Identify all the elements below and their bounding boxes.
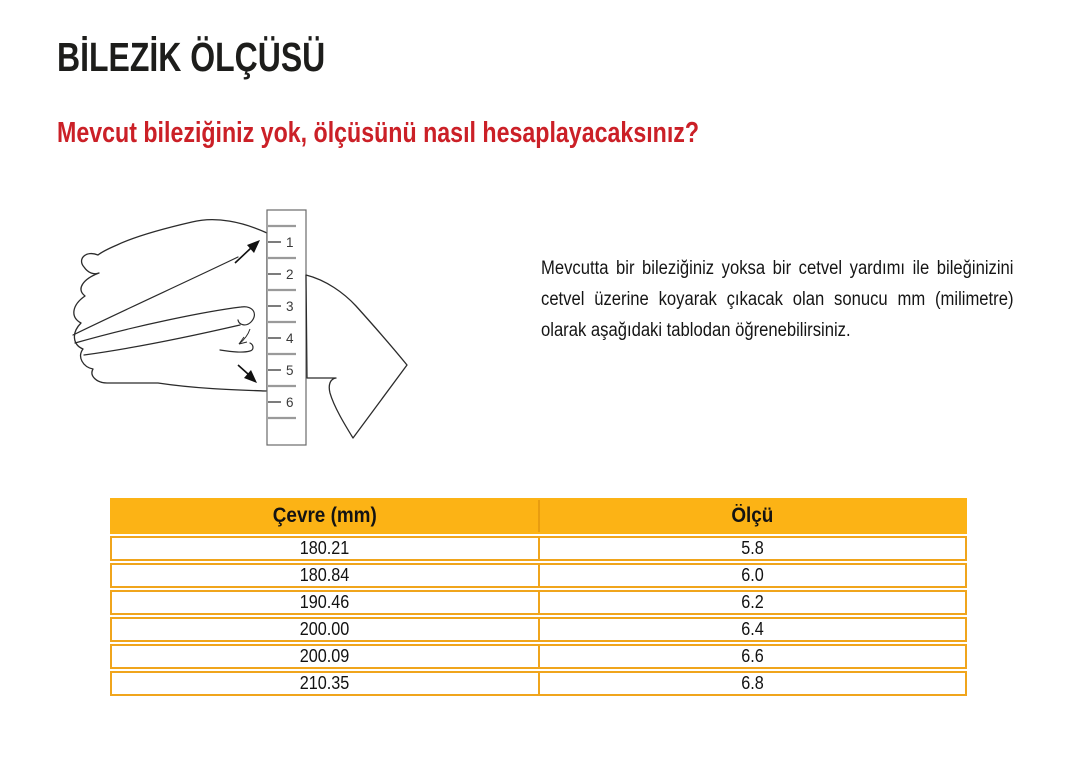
table-row: 180.21 5.8 <box>110 536 967 561</box>
cevre-value: 200.09 <box>299 646 350 666</box>
ruler-tick-label: 3 <box>286 299 294 314</box>
table-row: 180.84 6.0 <box>110 563 967 588</box>
ruler-minor-ticks <box>268 224 296 420</box>
cevre-value: 210.35 <box>299 673 350 693</box>
cevre-value: 190.46 <box>299 592 350 612</box>
ruler-tick-label: 2 <box>286 267 294 282</box>
olcu-value: 6.6 <box>740 646 764 666</box>
ruler-tick-label: 5 <box>286 363 294 378</box>
ruler-major-ticks <box>268 241 281 403</box>
olcu-value: 6.8 <box>740 673 764 693</box>
table-cell-cevre: 180.21 <box>112 538 538 559</box>
olcu-value: 6.4 <box>740 619 764 639</box>
question-heading: Mevcut bileziğiniz yok, ölçüsünü nasıl h… <box>57 117 700 149</box>
cevre-value: 180.21 <box>299 538 350 558</box>
table-cell-cevre: 190.46 <box>112 592 538 613</box>
table-header-cevre: Çevre (mm) <box>112 500 538 532</box>
table-row: 190.46 6.2 <box>110 590 967 615</box>
cevre-value: 200.00 <box>299 619 350 639</box>
ruler-tick-labels: 1 2 3 4 5 6 <box>286 235 294 410</box>
ruler-tick-label: 1 <box>286 235 294 250</box>
table-cell-olcu: 5.8 <box>537 538 966 559</box>
arrow-down-icon <box>237 364 257 383</box>
pointer-line-icon <box>238 328 251 345</box>
table-row: 210.35 6.8 <box>110 671 967 696</box>
table-cell-olcu: 6.4 <box>537 619 966 640</box>
table-header-cevre-label: Çevre (mm) <box>272 504 377 527</box>
olcu-value: 5.8 <box>740 538 764 558</box>
cevre-value: 180.84 <box>299 565 350 585</box>
table-cell-olcu: 6.6 <box>537 646 966 667</box>
table-cell-cevre: 180.84 <box>112 565 538 586</box>
hand-outline <box>73 219 268 392</box>
arrow-up-icon <box>234 240 260 264</box>
ruler-tick-label: 6 <box>286 395 294 410</box>
table-cell-olcu: 6.2 <box>537 592 966 613</box>
table-row: 200.09 6.6 <box>110 644 967 669</box>
table-header-olcu-label: Ölçü <box>731 504 774 527</box>
olcu-value: 6.2 <box>740 592 764 612</box>
page-title: BİLEZİK ÖLÇÜSÜ <box>57 34 326 80</box>
table-row: 200.00 6.4 <box>110 617 967 642</box>
table-cell-cevre: 200.09 <box>112 646 538 667</box>
olcu-value: 6.0 <box>740 565 764 585</box>
table-header-olcu: Ölçü <box>537 500 966 532</box>
wrist-shape <box>305 274 408 439</box>
table-cell-olcu: 6.0 <box>537 565 966 586</box>
table-cell-cevre: 200.00 <box>112 619 538 640</box>
ruler-tick-label: 4 <box>286 331 294 346</box>
hand-finger-lines <box>72 256 255 356</box>
table-header-row: Çevre (mm) Ölçü <box>110 498 967 534</box>
instruction-text: Mevcutta bir bileziğiniz yoksa bir cetve… <box>541 258 1014 341</box>
size-table: Çevre (mm) Ölçü 180.21 5.8 180.84 6.0 19… <box>110 498 967 698</box>
table-cell-olcu: 6.8 <box>537 673 966 694</box>
table-cell-cevre: 210.35 <box>112 673 538 694</box>
hand-ruler-illustration: 1 2 3 4 5 6 <box>72 209 408 446</box>
